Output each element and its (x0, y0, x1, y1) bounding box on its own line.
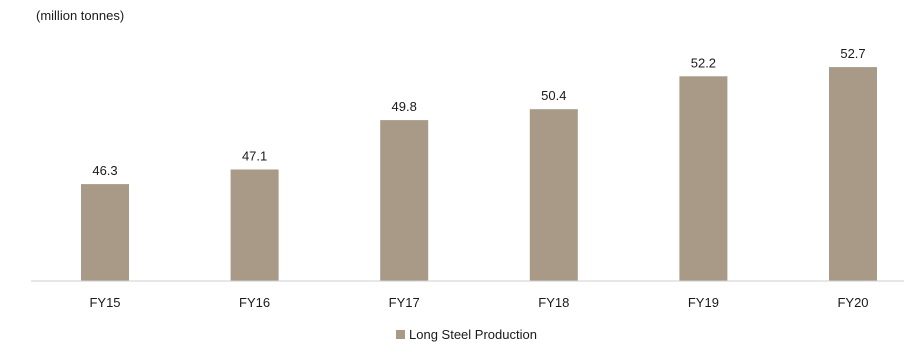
bar-fy18 (529, 109, 578, 281)
x-tick-label-fy18: FY18 (538, 295, 569, 310)
legend-label: Long Steel Production (409, 327, 537, 342)
bar-fy17 (380, 120, 429, 281)
x-tick-label-fy20: FY20 (837, 295, 868, 310)
data-label-fy20: 52.7 (840, 46, 865, 61)
data-label-fy15: 46.3 (92, 163, 117, 178)
value-labels-group: 46.3 47.1 49.8 50.4 52.2 52.7 (92, 46, 865, 178)
x-tick-label-fy17: FY17 (389, 295, 420, 310)
data-label-fy17: 49.8 (392, 99, 417, 114)
data-label-fy19: 52.2 (691, 55, 716, 70)
data-label-fy16: 47.1 (242, 149, 267, 164)
x-tick-label-fy15: FY15 (89, 295, 120, 310)
x-tick-labels-group: FY15 FY16 FY17 FY18 FY19 FY20 (89, 295, 868, 310)
bar-fy16 (230, 169, 279, 281)
x-tick-label-fy19: FY19 (688, 295, 719, 310)
legend-swatch (396, 330, 405, 339)
legend: Long Steel Production (396, 327, 537, 342)
bar-fy20 (829, 67, 877, 281)
unit-label: (million tonnes) (36, 8, 124, 23)
data-label-fy18: 50.4 (541, 88, 566, 103)
x-tick-label-fy16: FY16 (239, 295, 270, 310)
bar-fy15 (81, 184, 129, 281)
bars-group (81, 67, 877, 281)
bar-fy19 (679, 76, 728, 281)
